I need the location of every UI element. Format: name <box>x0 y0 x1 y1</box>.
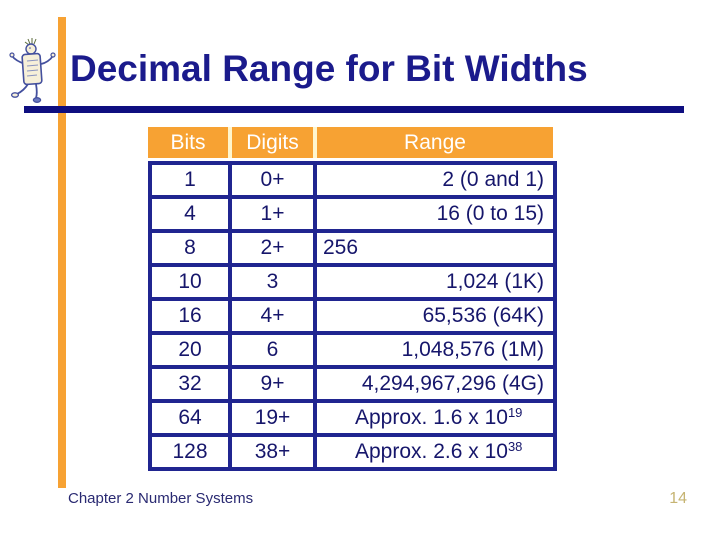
cell-bits: 1 <box>148 161 232 199</box>
table-row: 4 1+ 16 (0 to 15) <box>148 195 557 233</box>
slide-title: Decimal Range for Bit Widths <box>70 48 588 89</box>
cell-digits: 9+ <box>228 365 317 403</box>
cell-range: Approx. 2.6 x 1038 <box>313 433 557 471</box>
table-row: 16 4+ 65,536 (64K) <box>148 297 557 335</box>
cell-range: 256 <box>313 229 557 267</box>
cell-bits: 4 <box>148 195 232 233</box>
cell-range: Approx. 1.6 x 1019 <box>313 399 557 437</box>
title-underline-rule <box>24 106 684 113</box>
table-row: 32 9+ 4,294,967,296 (4G) <box>148 365 557 403</box>
cell-digits: 0+ <box>228 161 317 199</box>
cell-range: 4,294,967,296 (4G) <box>313 365 557 403</box>
cell-digits: 38+ <box>228 433 317 471</box>
cell-range: 2 (0 and 1) <box>313 161 557 199</box>
table-header-row: Bits Digits Range <box>148 127 553 158</box>
cell-bits: 64 <box>148 399 232 437</box>
accent-bar-vertical <box>58 17 66 488</box>
cell-digits: 6 <box>228 331 317 369</box>
cell-bits: 32 <box>148 365 232 403</box>
cell-digits: 1+ <box>228 195 317 233</box>
table-row: 8 2+ 256 <box>148 229 557 267</box>
cell-range: 16 (0 to 15) <box>313 195 557 233</box>
table-row: 1 0+ 2 (0 and 1) <box>148 161 557 199</box>
cell-digits: 2+ <box>228 229 317 267</box>
column-header-range: Range <box>313 127 553 158</box>
cell-digits: 19+ <box>228 399 317 437</box>
column-header-digits: Digits <box>228 127 313 158</box>
cell-range: 1,048,576 (1M) <box>313 331 557 369</box>
cell-bits: 128 <box>148 433 232 471</box>
cell-bits: 16 <box>148 297 232 335</box>
cell-range: 1,024 (1K) <box>313 263 557 301</box>
cell-bits: 8 <box>148 229 232 267</box>
table-body: 1 0+ 2 (0 and 1) 4 1+ 16 (0 to 15) 8 2+ … <box>148 161 557 471</box>
cell-bits: 20 <box>148 331 232 369</box>
footer-chapter-label: Chapter 2 Number Systems <box>68 490 254 507</box>
page-number: 14 <box>669 490 687 507</box>
table-row: 64 19+ Approx. 1.6 x 1019 <box>148 399 557 437</box>
column-header-bits: Bits <box>170 130 206 154</box>
walking-scroll-icon <box>9 38 56 103</box>
cell-digits: 3 <box>228 263 317 301</box>
table-row: 10 3 1,024 (1K) <box>148 263 557 301</box>
cell-digits: 4+ <box>228 297 317 335</box>
cell-bits: 10 <box>148 263 232 301</box>
cell-range: 65,536 (64K) <box>313 297 557 335</box>
table-row: 20 6 1,048,576 (1M) <box>148 331 557 369</box>
table-row: 128 38+ Approx. 2.6 x 1038 <box>148 433 557 471</box>
bit-width-table: 1 0+ 2 (0 and 1) 4 1+ 16 (0 to 15) 8 2+ … <box>148 161 557 471</box>
